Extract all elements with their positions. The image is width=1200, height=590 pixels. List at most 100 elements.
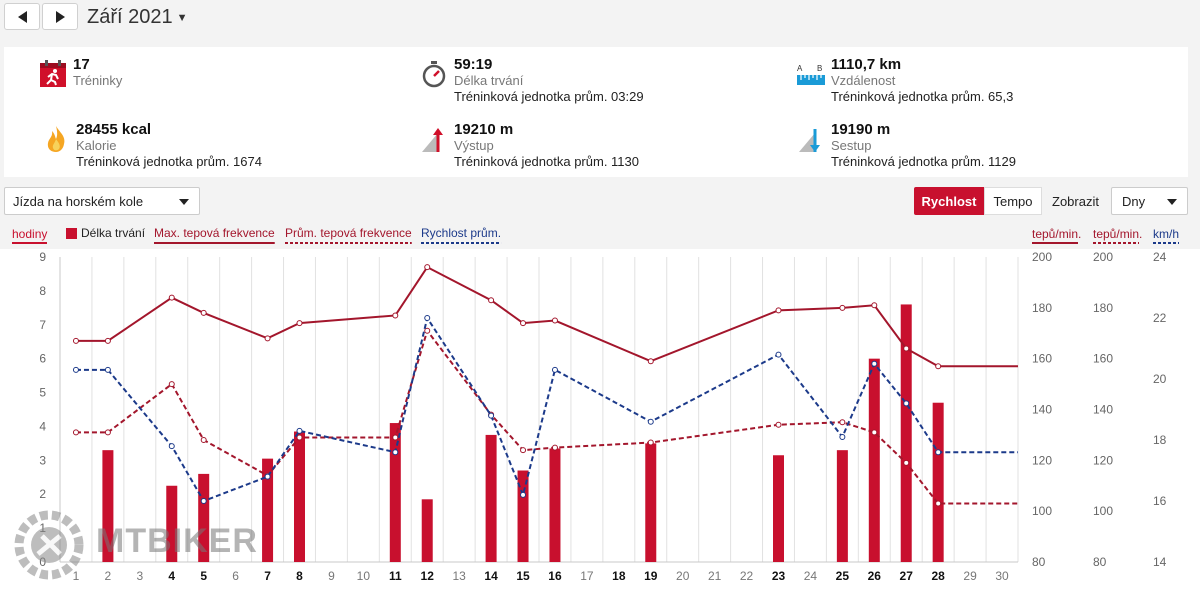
summary-panel: 17 Tréninky 59:19 Délka trvání Tréninkov… [4,47,1188,177]
stat-value: 1110,7 km [831,56,902,73]
series-line [75,328,1018,505]
activity-type-select[interactable]: Jízda na horském kole [4,187,200,215]
series-point [647,358,654,365]
x-axis-tick-label: 29 [963,569,977,583]
duration-bar [932,402,944,562]
series-point [775,307,782,314]
right-axis-tick-label: 180 [1093,301,1113,315]
left-axis-tick-label: 3 [39,453,46,467]
series-point [839,304,846,311]
series-point [200,437,207,443]
series-point [168,294,175,301]
series-point [551,317,558,324]
series-point [104,337,111,344]
ascent-icon [422,128,443,152]
duration-bar [868,358,880,562]
stopwatch-icon [422,61,446,88]
stat-value: 19190 m [831,121,891,138]
series-point [551,444,558,451]
series-point [424,315,431,321]
prev-month-button[interactable] [4,3,40,30]
right-axis-tick-label: 200 [1093,250,1113,264]
series-point [296,320,303,327]
left-axis-tick-label: 4 [39,419,46,433]
duration-bar [900,304,912,562]
watermark-text: MTBIKER [96,522,258,560]
right-axis-tick-label: 14 [1153,555,1167,569]
series-point [871,360,878,367]
right-axis-tick-label: 140 [1093,403,1113,417]
right-axis-tick-label: 24 [1153,250,1167,264]
series-point [647,439,654,446]
series-point [903,400,910,407]
x-axis-tick-label: 5 [200,569,207,583]
series-point [168,381,175,388]
chart-axes: 0123456789hodiny80100120140160180200tepů… [12,227,1179,583]
x-axis-tick-label: 19 [644,569,658,583]
duration-bar [485,434,497,562]
view-period-select[interactable]: Dny [1111,187,1188,215]
x-axis-tick-label: 30 [995,569,1009,583]
x-axis-tick-label: 3 [136,569,143,583]
right-axis-tick-label: 180 [1032,301,1052,315]
x-axis-tick-label: 1 [73,569,80,583]
series-point [775,351,782,358]
x-axis-tick-label: 27 [900,569,914,583]
series-point [551,366,558,373]
duration-bar [262,458,274,562]
series-point [871,429,878,436]
right-axis-tick-label: 140 [1032,403,1052,417]
stat-average: Tréninková jednotka prům. 1674 [76,154,262,169]
chart-legend: Délka trvání Max. tepová frekvence Prům. t… [66,226,502,244]
stat-label: Vzdálenost [831,73,896,88]
calendar-running-icon [40,60,66,87]
caret-down-icon: ▼ [176,11,188,24]
left-axis-tick-label: 9 [39,250,46,264]
x-axis-tick-label: 11 [389,569,402,583]
month-selector[interactable]: Září 2021 ▼ [87,6,188,29]
legend-label: Prům. tepová frekvence [285,226,412,240]
right-axis-tick-label: 22 [1153,311,1167,325]
right-axis-tick-label: 200 [1032,250,1052,264]
series-point [424,264,431,271]
series-point [200,498,207,504]
x-axis-tick-label: 26 [868,569,882,583]
stat-average: Tréninková jednotka prům. 03:29 [454,89,644,104]
x-axis-tick-label: 21 [708,569,722,583]
stat-value: 28455 kcal [76,121,152,138]
right-axis-tick-label: 160 [1093,352,1113,366]
duration-bar [517,470,529,562]
right-axis-tick-label: 120 [1032,453,1052,467]
left-axis-tick-label: 8 [39,284,46,298]
series-point [392,434,399,441]
x-axis-tick-label: 18 [612,569,626,583]
pace-toggle-button[interactable]: Tempo [984,187,1042,215]
x-axis-tick-label: 6 [232,569,239,583]
series-line [75,315,1018,503]
right-axis-tick-label: 16 [1153,494,1167,508]
left-axis-label: hodiny [12,227,47,241]
right-axis-tick-label: 80 [1032,555,1046,569]
left-axis-tick-label: 1 [39,521,46,535]
speed-toggle-button[interactable]: Rychlost [914,187,984,215]
series-point [392,449,399,456]
right-axis-tick-label: 80 [1093,555,1107,569]
next-month-button[interactable] [42,3,78,30]
series-point [871,302,878,309]
dropdown-arrow-icon [179,199,189,205]
stat-average: Tréninková jednotka prům. 1129 [831,154,1016,169]
stat-label: Tréninky [73,73,123,88]
month-title-text: Září 2021 [87,6,173,28]
duration-bar [102,450,114,562]
series-point [296,434,303,441]
series-point [200,309,207,316]
x-axis-tick-label: 7 [264,569,271,583]
series-point [168,443,175,450]
left-axis-tick-label: 6 [39,352,46,366]
activity-type-value: Jízda na horském kole [13,194,144,209]
stat-label: Výstup [454,138,494,153]
stat-label: Kalorie [76,138,117,153]
series-line [75,265,1018,368]
x-axis-tick-label: 22 [740,569,754,583]
right-axis-tick-label: 100 [1032,504,1052,518]
